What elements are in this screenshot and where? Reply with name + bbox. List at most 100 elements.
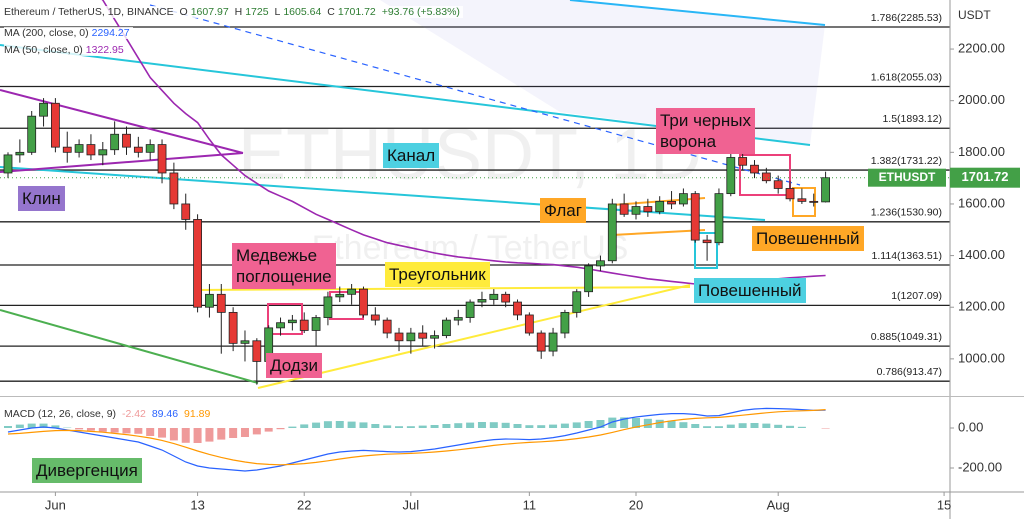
candle-body — [418, 332, 428, 339]
fib-label: 0.786(913.47) — [877, 366, 942, 378]
histogram-bar — [146, 428, 155, 436]
candle-body — [596, 260, 605, 267]
histogram-bar — [691, 424, 700, 428]
histogram-bar — [134, 428, 143, 434]
annotation-text: Додзи — [270, 356, 318, 375]
ohlc-value: 1701.72 — [337, 6, 376, 18]
x-tick-label: 15 — [937, 497, 951, 512]
candle-body — [750, 164, 759, 174]
candle-body — [489, 293, 499, 300]
candle-body — [584, 265, 594, 293]
ohlc-value: 1605.64 — [283, 6, 322, 18]
x-tick-label: 22 — [297, 497, 311, 512]
histogram-bar — [205, 428, 214, 442]
histogram-bar — [549, 424, 558, 428]
candle-body — [169, 172, 179, 205]
histogram-bar — [217, 428, 226, 440]
histogram-bar — [430, 425, 439, 428]
candle-body — [785, 188, 795, 200]
annotation: Треугольник — [385, 262, 490, 287]
ma-line — [101, 0, 826, 285]
candle-body — [74, 144, 84, 153]
trend-line — [149, 4, 801, 186]
annotation-text: Повешенный — [756, 229, 860, 248]
candle-body — [430, 335, 439, 339]
pattern-box — [739, 154, 791, 196]
candle-body — [738, 157, 748, 166]
candle-body — [50, 102, 60, 148]
candle-body — [287, 319, 297, 324]
histogram-bar — [335, 421, 344, 428]
trend-line — [569, 0, 826, 26]
histogram-bar — [679, 422, 688, 428]
histogram-bar — [276, 428, 285, 430]
macd-value: -2.42 — [121, 408, 146, 420]
candle-body — [299, 319, 309, 331]
annotation: Три черных ворона — [656, 108, 755, 154]
x-tick-label: Jul — [403, 497, 420, 512]
triangle-line — [194, 286, 691, 291]
fib-layer: 1.786(2285.53) 1.618(2055.03) 1.5(1893.12)… — [0, 12, 950, 382]
price-pane — [0, 0, 950, 385]
candle-body — [643, 206, 653, 213]
annotation: Медвежье поглощение — [232, 243, 336, 289]
histogram-bar — [39, 423, 48, 428]
y-tick-label: 0.00 — [958, 419, 983, 434]
annotation: Додзи — [266, 353, 322, 378]
histogram-bar — [383, 425, 392, 428]
macd-line — [7, 407, 826, 472]
flag-line — [611, 229, 706, 236]
y-tick-label: 2200.00 — [958, 40, 1005, 55]
histogram-bar — [300, 424, 309, 428]
x-tick-label: 13 — [190, 497, 204, 512]
histogram-bar — [371, 424, 380, 428]
annotation: Повешенный — [694, 278, 806, 303]
histogram-bar — [596, 420, 605, 428]
histogram-bar — [359, 422, 368, 428]
x-tick-label: Jun — [45, 497, 66, 512]
pattern-box — [267, 303, 303, 335]
histogram-bar — [608, 417, 617, 428]
histogram-bar — [110, 428, 119, 433]
histogram-bar — [312, 422, 321, 428]
y-tick-label: 1800.00 — [958, 144, 1005, 159]
watermark: ETHUSDT, 1D — [238, 115, 702, 195]
candle-body — [205, 293, 214, 308]
histogram-bar — [75, 428, 84, 430]
fib-label: 1.114(1363.51) — [872, 250, 942, 262]
annotation: Дивергенция — [32, 458, 142, 483]
macd-value: 91.89 — [184, 408, 211, 420]
annotation-text: Треугольник — [389, 265, 486, 284]
histogram-bar — [181, 428, 190, 443]
fib-label: 1.786(2285.53) — [871, 12, 942, 24]
ohlc-label: H — [234, 6, 243, 18]
histogram-bar — [525, 425, 534, 428]
histogram-bar — [620, 417, 629, 428]
ohlc-value: 1607.97 — [190, 6, 229, 18]
histogram-bar — [714, 426, 723, 428]
ohlc-label: O — [179, 6, 188, 18]
legend-header: Ethereum / TetherUS, 1D, BINANCE O 1607.9… — [4, 6, 463, 18]
candle-body — [726, 157, 736, 195]
candle-body — [453, 317, 463, 321]
histogram-bar — [774, 424, 783, 428]
histogram-bar — [454, 423, 463, 428]
symbol-badge — [868, 168, 946, 187]
histogram-bar — [513, 424, 522, 428]
fib-label: 0.885(1049.31) — [871, 331, 942, 343]
histogram-bar — [655, 419, 664, 428]
histogram-bar — [288, 426, 297, 428]
candle-body — [216, 293, 226, 313]
title: Ethereum / TetherUS, 1D, BINANCE — [4, 6, 174, 18]
annotation-text: Флаг — [544, 201, 582, 220]
ohlc-value: 1725 — [245, 6, 269, 18]
histogram-bar — [169, 428, 178, 441]
candle-body — [560, 311, 570, 334]
y-tick-label: 1400.00 — [958, 247, 1005, 262]
candle-body — [477, 299, 487, 303]
histogram-bar — [347, 421, 356, 428]
annotation-text: поглощение — [236, 267, 332, 286]
candle-body — [809, 200, 819, 203]
